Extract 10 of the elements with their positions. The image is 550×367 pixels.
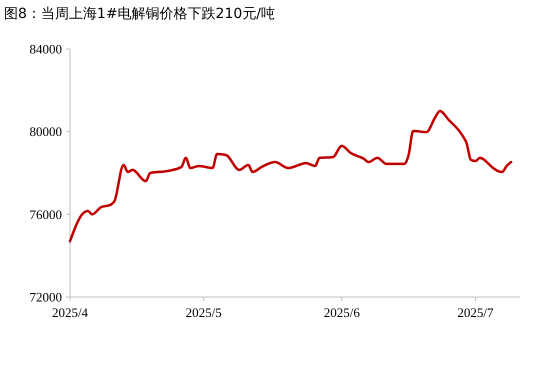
x-tick-label: 2025/4 — [52, 305, 89, 320]
x-tick-label: 2025/6 — [324, 305, 360, 320]
x-tick-label: 2025/7 — [457, 305, 494, 320]
chart-title: 图8：当周上海1#电解铜价格下跌210元/吨 — [4, 6, 275, 22]
y-tick-label: 76000 — [30, 206, 62, 222]
y-tick-label: 84000 — [30, 42, 62, 57]
y-tick-label: 80000 — [30, 124, 62, 140]
x-tick-label: 2025/5 — [186, 305, 222, 320]
y-tick-label: 72000 — [30, 290, 62, 305]
line-series — [68, 110, 512, 242]
